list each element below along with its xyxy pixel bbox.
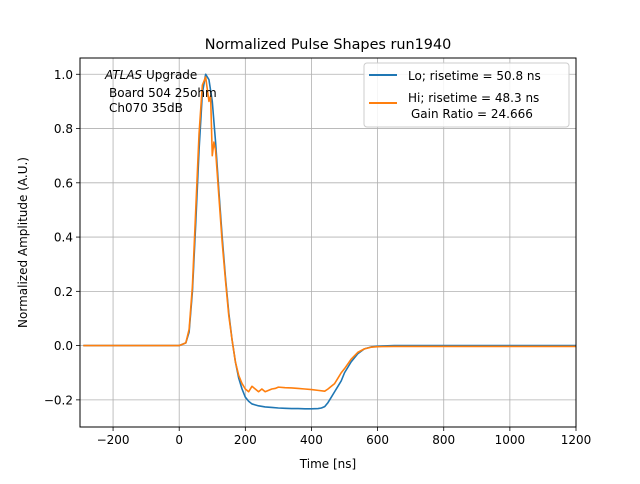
annotation-upgrade: Upgrade	[142, 68, 197, 82]
y-tick-label: 0.6	[54, 176, 73, 190]
y-tick-label: 0.2	[54, 285, 73, 299]
x-tick-label: 0	[175, 433, 183, 447]
annotation-line-3: Ch070 35dB	[109, 101, 183, 115]
y-tick-label: 1.0	[54, 68, 73, 82]
annotation-atlas: ATLAS	[104, 68, 143, 82]
x-tick-label: −200	[97, 433, 130, 447]
y-tick-label: −0.2	[44, 393, 73, 407]
y-axis-ticks: −0.2 0.0 0.2 0.4 0.6 0.8 1.0	[44, 68, 80, 407]
atlas-annotation: ATLAS Upgrade Board 504 25ohm Ch070 35dB	[104, 68, 217, 115]
legend-label-hi: Hi; risetime = 48.3 ns	[408, 91, 539, 105]
chart-title: Normalized Pulse Shapes run1940	[205, 37, 452, 53]
x-axis-label: Time [ns]	[299, 457, 356, 471]
y-tick-label: 0.0	[54, 339, 73, 353]
x-axis-ticks: −200 0 200 400 600 800 1000 1200	[97, 427, 592, 447]
y-tick-label: 0.8	[54, 122, 73, 136]
annotation-line-2: Board 504 25ohm	[109, 86, 217, 100]
annotation-line-1: ATLAS Upgrade	[104, 68, 197, 82]
x-tick-label: 200	[234, 433, 257, 447]
y-axis-label: Normalized Amplitude (A.U.)	[16, 157, 30, 328]
legend-box	[363, 62, 570, 128]
x-tick-label: 1200	[561, 433, 592, 447]
data-lines	[83, 73, 576, 410]
series-line-hi	[83, 76, 576, 393]
x-tick-label: 800	[432, 433, 455, 447]
legend: Lo; risetime = 50.8 ns Hi; risetime = 48…	[363, 62, 570, 128]
legend-label-lo: Lo; risetime = 50.8 ns	[408, 69, 541, 83]
axes-frame	[79, 57, 577, 428]
y-tick-label: 0.4	[54, 231, 73, 245]
legend-label-gain-ratio: Gain Ratio = 24.666	[411, 107, 533, 121]
x-tick-label: 1000	[495, 433, 526, 447]
x-tick-label: 400	[300, 433, 323, 447]
x-tick-label: 600	[366, 433, 389, 447]
